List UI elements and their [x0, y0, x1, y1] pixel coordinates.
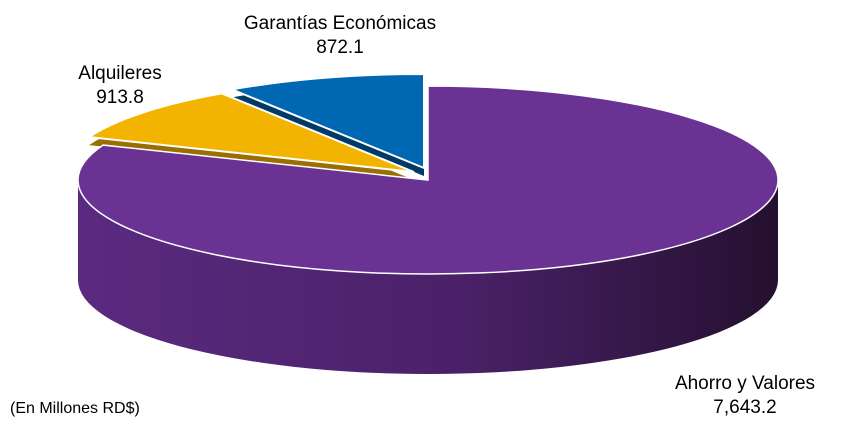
- label-garantias-name: Garantías Económicas: [243, 13, 437, 34]
- label-garantias: Garantías Económicas 872.1: [210, 12, 470, 60]
- label-alquileres: Alquileres 913.8: [40, 62, 200, 110]
- label-alquileres-name: Alquileres: [78, 63, 162, 84]
- label-garantias-value: 872.1: [316, 37, 364, 58]
- label-alquileres-value: 913.8: [96, 87, 144, 108]
- slice-alquileres: [86, 92, 415, 173]
- slice-ahorro: [77, 85, 779, 275]
- label-ahorro-name: Ahorro y Valores: [674, 373, 816, 394]
- slice-side-ahorro: [78, 180, 778, 374]
- unit-note: (En Millones RD$): [10, 400, 140, 417]
- label-ahorro: Ahorro y Valores 7,643.2: [650, 372, 840, 420]
- label-ahorro-value: 7,643.2: [713, 397, 777, 418]
- slice-garantias: [228, 72, 425, 170]
